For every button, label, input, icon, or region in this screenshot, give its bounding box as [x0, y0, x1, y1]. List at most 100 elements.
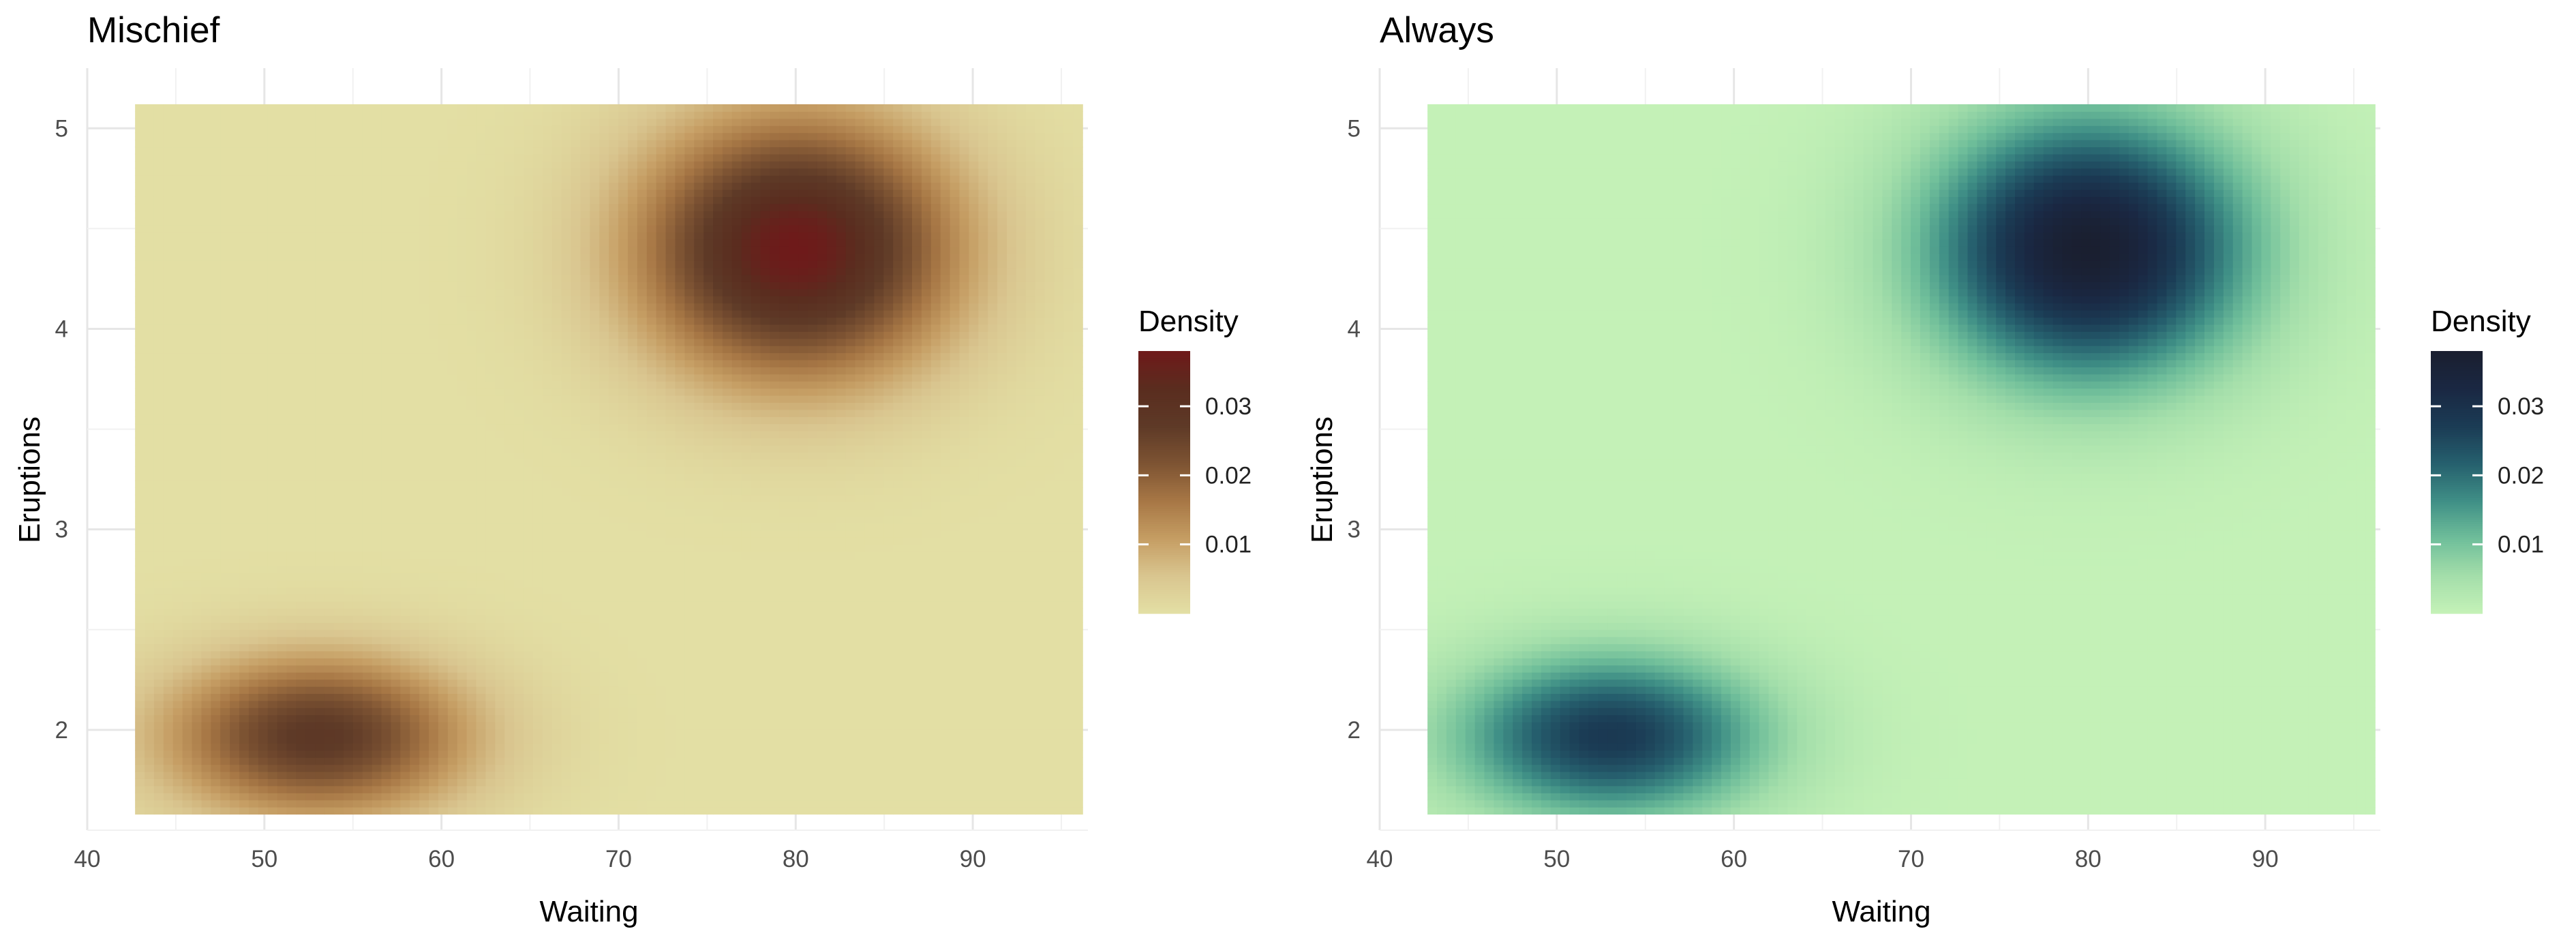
density-tile [524, 665, 534, 673]
density-tile [192, 764, 202, 772]
density-tile [352, 601, 363, 609]
density-tile [542, 331, 553, 339]
density-tile [466, 196, 477, 204]
density-tile [580, 168, 590, 176]
density-tile [163, 480, 174, 488]
density-tile [211, 473, 221, 481]
density-tile [532, 778, 543, 787]
density-tile [419, 502, 429, 510]
density-tile [476, 615, 487, 623]
density-tile [324, 281, 335, 290]
density-tile [192, 104, 202, 112]
density-tile [239, 686, 249, 695]
density-tile [362, 161, 373, 169]
density-tile [514, 601, 524, 609]
density-tile [429, 281, 439, 290]
density-tile [315, 658, 325, 666]
density-tile [504, 658, 515, 666]
density-tile [429, 317, 439, 325]
density-tile [429, 402, 439, 410]
density-tile [599, 352, 609, 361]
density-tile [457, 757, 468, 765]
density-tile [296, 324, 306, 332]
density-tile [352, 793, 363, 801]
density-tile [352, 537, 363, 545]
density-tile [352, 324, 363, 332]
density-tile [334, 637, 344, 645]
density-tile [466, 693, 477, 701]
density-tile [381, 147, 392, 155]
density-tile [163, 551, 174, 560]
density-tile [400, 643, 410, 652]
density-tile [524, 807, 534, 815]
density-tile [400, 147, 410, 155]
density-tile [324, 502, 335, 510]
density-tile [524, 211, 534, 219]
density-tile [580, 175, 590, 183]
density-tile [343, 530, 354, 538]
density-tile [400, 189, 410, 197]
density-tile [466, 665, 477, 673]
density-tile [372, 494, 382, 502]
density-tile [305, 225, 316, 233]
density-tile [429, 707, 439, 716]
density-tile [267, 508, 278, 517]
density-tile [504, 735, 515, 744]
density-tile [305, 793, 316, 801]
density-tile [239, 693, 249, 701]
density-tile [561, 800, 572, 808]
density-tile [362, 140, 373, 148]
density-tile [230, 508, 240, 517]
density-tile [220, 132, 230, 140]
density-tile [145, 132, 155, 140]
density-tile [277, 516, 288, 524]
density-tile [599, 565, 609, 573]
density-tile [514, 352, 524, 361]
density-tile [532, 161, 543, 169]
density-tile [391, 324, 401, 332]
density-tile [296, 416, 306, 425]
density-tile [239, 622, 249, 630]
density-tile [267, 622, 278, 630]
density-tile [239, 246, 249, 254]
density-tile [495, 587, 505, 595]
density-tile [258, 281, 269, 290]
density-tile [220, 182, 230, 190]
density-tile [267, 565, 278, 573]
density-tile [590, 409, 600, 417]
density-tile [239, 203, 249, 211]
density-tile [163, 594, 174, 602]
density-tile [419, 615, 429, 623]
density-tile [352, 438, 363, 446]
density-tile [571, 125, 581, 134]
density-tile [296, 274, 306, 282]
density-tile [153, 508, 164, 517]
density-tile [419, 367, 429, 375]
density-tile [514, 537, 524, 545]
density-tile [172, 260, 183, 269]
density-tile [447, 182, 458, 190]
density-tile [182, 217, 193, 226]
density-tile [135, 537, 145, 545]
density-tile [410, 785, 420, 793]
density-tile [466, 423, 477, 431]
density-tile [466, 502, 477, 510]
density-tile [419, 508, 429, 517]
density-tile [211, 232, 221, 240]
density-tile [580, 274, 590, 282]
density-tile [524, 444, 534, 453]
density-tile [551, 466, 562, 474]
density-tile [476, 729, 487, 737]
density-tile [267, 317, 278, 325]
density-tile [504, 246, 515, 254]
density-tile [466, 516, 477, 524]
density-tile [580, 608, 590, 616]
density-tile [153, 601, 164, 609]
density-tile [504, 544, 515, 552]
density-tile [429, 714, 439, 722]
density-tile [599, 288, 609, 296]
density-tile [419, 722, 429, 730]
density-tile [211, 778, 221, 787]
density-tile [419, 239, 429, 247]
density-tile [551, 729, 562, 737]
